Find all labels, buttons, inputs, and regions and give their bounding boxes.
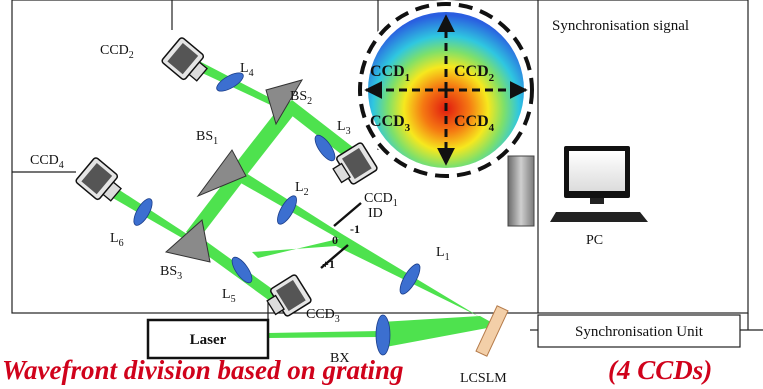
pc-keyboard [550,212,648,222]
ccd4-camera [75,157,122,202]
lens-bx [375,314,391,356]
pc-label: PC [586,233,603,248]
id-label: ID [368,206,383,221]
l1-label: L1 [436,245,450,263]
order-plus-beam [252,238,342,258]
beam-splitters [164,79,304,263]
iris-diaphragm [320,202,362,269]
bs2-label: BS2 [290,89,312,107]
l5-label: L5 [222,287,236,305]
order-minus-label: -1 [350,222,360,236]
ccd3-camera [266,274,312,317]
bs1-label: BS1 [196,129,218,147]
sync-unit-label: Synchronisation Unit [575,324,704,340]
l6-label: L6 [110,231,124,249]
bs3-prism [164,219,211,263]
ccd1-camera [332,142,378,185]
beam-to-id [336,234,498,328]
ccd1-label: CCD1 [364,191,398,209]
lcslm-label: LCSLM [460,371,507,386]
pupil-inset: CCD1 CCD2 CCD3 CCD4 [356,0,536,180]
ccd2-camera [161,37,208,82]
lenses [133,72,421,356]
outer-frame [11,0,749,314]
laser-label: Laser [190,332,227,348]
bs1-to-bs2 [232,104,296,176]
l3-label: L3 [337,119,351,137]
lens-l5 [231,256,253,284]
expanded-beam [380,316,498,348]
inset-q3-label: CCD3 [370,113,411,134]
caption-left: Wavefront division based on grating [2,355,404,385]
l4-label: L4 [240,61,254,79]
caption: Wavefront division based on grating (4 C… [0,355,763,389]
inset-q1-label: CCD1 [370,63,410,84]
ccd4-label: CCD4 [30,153,64,171]
lcslm-panel [475,305,509,357]
bs3-label: BS3 [160,264,182,282]
bs1-prism [196,149,247,198]
sync-unit-box [537,314,741,348]
ccd2-label: CCD2 [100,43,134,61]
sync-signal-label: Synchronisation signal [552,18,689,34]
lens-l1 [399,263,421,295]
pupil-inset-border [358,2,534,178]
pc-tower [507,155,535,227]
l2-label: L2 [295,180,309,198]
ccd3-label: CCD3 [306,307,340,325]
inset-q2-label: CCD2 [454,63,495,84]
lens-l4 [216,72,244,92]
bs2-prism [265,79,304,126]
caption-right: (4 CCDs) [608,355,713,385]
order-zero-label: 0 [332,233,338,247]
labels: CCD2 CCD4 CCD1 CCD3 BS1 BS2 BS3 L1 L2 L3… [30,18,704,386]
pc-icon [507,146,648,227]
bx-label: BX [330,351,349,366]
lens-l3 [314,134,336,162]
laser-box [146,318,270,360]
inset-q4-label: CCD4 [454,113,495,134]
lens-l6 [133,198,153,226]
lens-l2 [277,195,297,225]
order-plus-label: +1 [322,257,335,271]
laser-beam [268,331,380,338]
